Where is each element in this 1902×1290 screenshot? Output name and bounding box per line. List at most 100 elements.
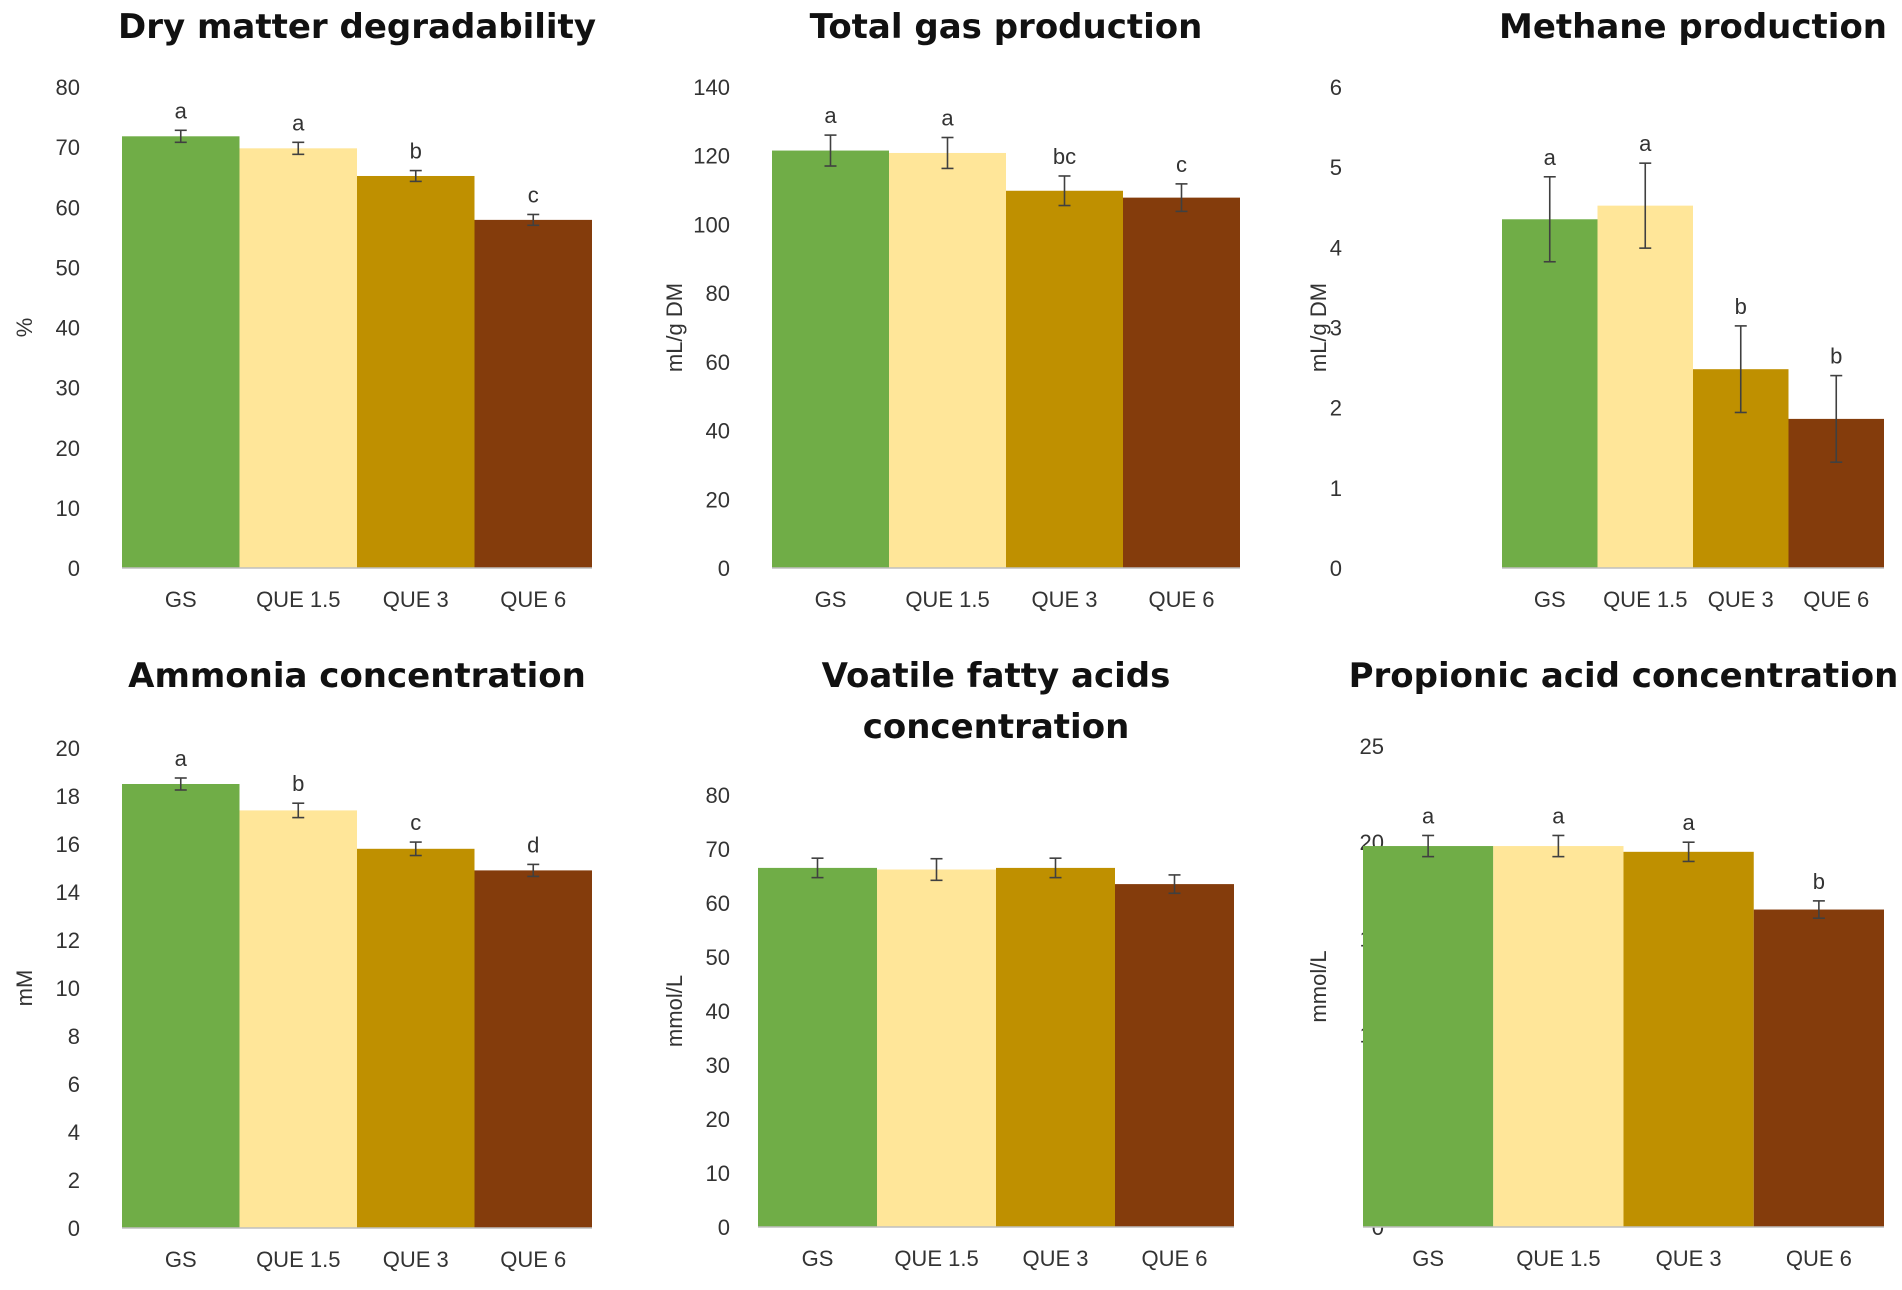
bar-que-1-5 bbox=[877, 869, 996, 1227]
error-bar bbox=[292, 141, 305, 156]
y-axis-label: % bbox=[12, 318, 37, 338]
significance-label: a bbox=[292, 110, 305, 135]
y-tick-label: 2 bbox=[68, 1168, 80, 1193]
error-bar bbox=[409, 169, 422, 183]
y-tick-label: 14 bbox=[56, 880, 80, 905]
error-bar bbox=[930, 857, 943, 882]
x-tick-label: QUE 3 bbox=[1708, 587, 1774, 612]
x-tick-label: GS bbox=[165, 1247, 197, 1272]
y-tick-label: 20 bbox=[56, 436, 80, 461]
x-tick-label: GS bbox=[1534, 587, 1566, 612]
x-tick-label: QUE 6 bbox=[500, 1247, 566, 1272]
chart-title: Propionic acid concentration bbox=[1349, 656, 1899, 696]
significance-label: a bbox=[175, 98, 188, 123]
chart-vfa-concentration: Voatile fatty acids concentration mmol/L 0 1… bbox=[634, 645, 1268, 1290]
chart-svg: Methane production mL/g DM 0 1 2 3 4 5 6 a GS a QUE … bbox=[1306, 7, 1887, 612]
y-tick-label: 25 bbox=[1360, 734, 1384, 759]
x-tick-label: QUE 3 bbox=[1656, 1246, 1722, 1271]
y-tick-label: 4 bbox=[68, 1120, 80, 1145]
bar-que-3 bbox=[357, 175, 475, 569]
chart-svg: Dry matter degradability% 0 10 20 30 40 50 60 70… bbox=[12, 7, 596, 612]
y-tick-label: 10 bbox=[56, 976, 80, 1001]
significance-label: a bbox=[1639, 131, 1652, 156]
y-tick-label: 6 bbox=[68, 1072, 80, 1097]
y-tick-label: 0 bbox=[1330, 556, 1342, 581]
y-tick-label: 120 bbox=[693, 144, 730, 169]
bar-que-6 bbox=[474, 219, 592, 568]
y-tick-label: 6 bbox=[1330, 75, 1342, 100]
error-bar bbox=[1830, 374, 1843, 463]
bar-gs bbox=[772, 150, 889, 568]
x-tick-label: QUE 1.5 bbox=[256, 587, 340, 612]
y-tick-label: 30 bbox=[56, 376, 80, 401]
y-tick-label: 80 bbox=[706, 281, 730, 306]
error-bar bbox=[409, 841, 422, 857]
y-tick-label: 0 bbox=[68, 1216, 80, 1241]
bar-gs bbox=[122, 136, 240, 569]
significance-label: a bbox=[1552, 803, 1565, 828]
chart-title: concentration bbox=[863, 707, 1130, 747]
y-tick-label: 2 bbox=[1330, 396, 1342, 421]
significance-label: a bbox=[1422, 803, 1435, 828]
y-axis-label: mmol/L bbox=[1306, 950, 1331, 1022]
significance-label: b bbox=[1735, 294, 1747, 319]
error-bar bbox=[941, 136, 954, 170]
significance-label: c bbox=[410, 810, 421, 835]
y-tick-label: 12 bbox=[56, 928, 80, 953]
y-tick-label: 60 bbox=[706, 891, 730, 916]
y-axis-label: mL/g DM bbox=[1306, 283, 1331, 372]
error-bar bbox=[1049, 857, 1062, 879]
y-tick-label: 100 bbox=[693, 212, 730, 237]
significance-label: b bbox=[292, 771, 304, 796]
chart-svg: Propionic acid concentrationmmol/L051015… bbox=[1306, 656, 1899, 1271]
error-bar bbox=[527, 863, 540, 878]
error-bar bbox=[1639, 162, 1652, 249]
x-tick-label: QUE 1.5 bbox=[1603, 587, 1687, 612]
error-bar bbox=[824, 134, 837, 167]
bar-que-1-5 bbox=[889, 152, 1006, 569]
significance-label: b bbox=[1813, 869, 1825, 894]
significance-label: a bbox=[824, 103, 837, 128]
error-bar bbox=[1058, 175, 1071, 207]
bar-gs bbox=[758, 867, 877, 1227]
chart-title: Ammonia concentration bbox=[128, 656, 586, 696]
bar-que-3 bbox=[357, 848, 475, 1228]
bar-que-1-5 bbox=[1493, 846, 1624, 1227]
bar-que-6 bbox=[1753, 909, 1884, 1227]
y-tick-label: 60 bbox=[706, 350, 730, 375]
y-tick-label: 80 bbox=[706, 783, 730, 808]
chart-svg: Voatile fatty acids concentration mmol/L 0 1… bbox=[662, 656, 1234, 1271]
chart-title: Methane production bbox=[1499, 7, 1887, 47]
y-axis-label: mM bbox=[12, 970, 37, 1007]
x-tick-label: GS bbox=[802, 1246, 834, 1271]
x-tick-label: QUE 6 bbox=[500, 587, 566, 612]
error-bar bbox=[1168, 874, 1181, 895]
error-bar bbox=[1552, 834, 1565, 858]
x-tick-label: QUE 1.5 bbox=[1516, 1246, 1600, 1271]
y-tick-label: 40 bbox=[706, 419, 730, 444]
y-tick-label: 8 bbox=[68, 1024, 80, 1049]
y-tick-label: 18 bbox=[56, 784, 80, 809]
x-tick-label: GS bbox=[1412, 1246, 1444, 1271]
y-tick-label: 140 bbox=[693, 75, 730, 100]
chart-svg: Total gas production mL/g DM 0 20 40 60 80 100 1… bbox=[662, 7, 1240, 612]
chart-propionic-acid-concentration: Propionic acid concentrationmmol/L051015… bbox=[1268, 645, 1902, 1290]
bar-que-3 bbox=[996, 867, 1115, 1227]
x-tick-label: QUE 6 bbox=[1141, 1246, 1207, 1271]
y-axis-label: mmol/L bbox=[662, 975, 687, 1047]
bar-gs bbox=[122, 784, 240, 1228]
y-tick-label: 3 bbox=[1330, 316, 1342, 341]
bar-gs bbox=[1363, 846, 1494, 1227]
bar-que-1-5 bbox=[239, 810, 357, 1228]
chart-title: Total gas production bbox=[810, 7, 1203, 47]
significance-label: a bbox=[1544, 145, 1557, 170]
significance-label: a bbox=[175, 746, 188, 771]
y-tick-label: 4 bbox=[1330, 235, 1342, 260]
y-tick-label: 0 bbox=[718, 556, 730, 581]
x-tick-label: QUE 3 bbox=[383, 1247, 449, 1272]
x-tick-label: GS bbox=[165, 587, 197, 612]
significance-label: a bbox=[1683, 810, 1696, 835]
y-tick-label: 5 bbox=[1330, 155, 1342, 180]
significance-label: bc bbox=[1053, 144, 1076, 169]
bar-que-1-5 bbox=[1597, 205, 1693, 568]
